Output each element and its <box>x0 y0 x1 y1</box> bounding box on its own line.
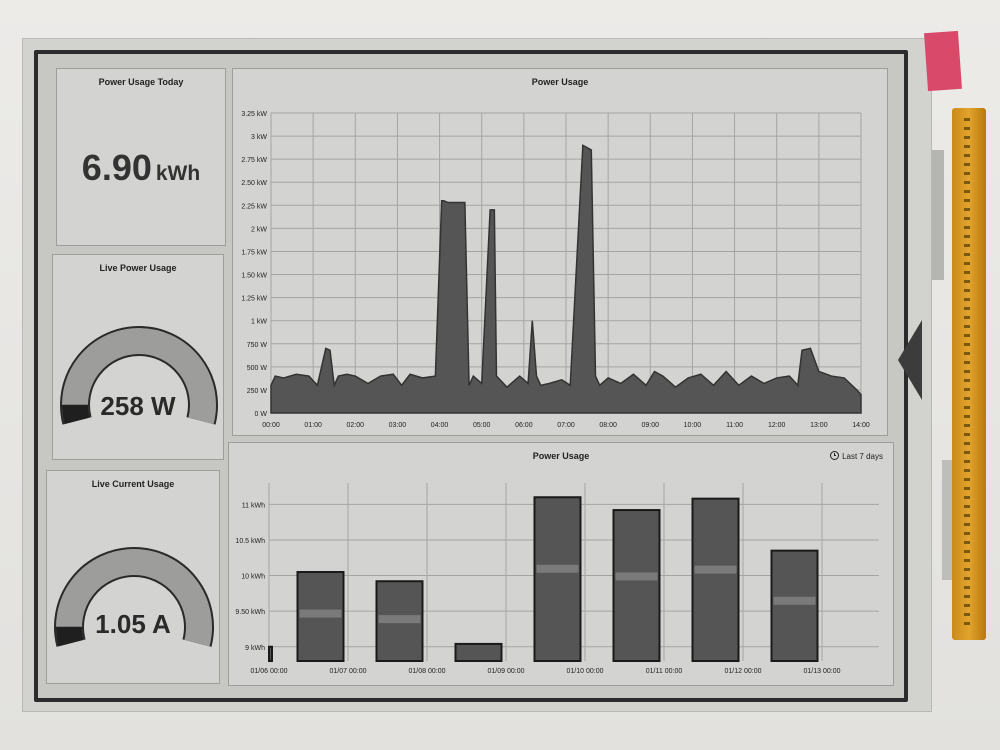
bar-highlight <box>378 615 421 624</box>
panel-title: Power Usage Today <box>98 77 184 87</box>
x-tick-label: 09:00 <box>642 422 660 429</box>
tape-marker <box>924 30 962 92</box>
x-tick-label: 13:00 <box>810 422 828 429</box>
y-tick-label: 750 W <box>247 342 268 349</box>
live-current-gauge <box>54 547 214 647</box>
x-tick-label: 12:00 <box>768 422 786 429</box>
panel-title: Live Power Usage <box>99 263 177 273</box>
y-tick-label: 2.50 kW <box>241 180 267 187</box>
bar-highlight <box>694 565 737 574</box>
power-usage-area-chart: 0 W 250 W 500 W 750 W 1 kW 1.25 kW 1.50 kW 1.75… <box>241 111 870 429</box>
today-number: 6.90 <box>81 147 152 188</box>
chart-title: Power Usage <box>531 77 589 87</box>
display-edge-shadow <box>898 320 922 400</box>
gauge-fill <box>62 404 90 425</box>
side-strip <box>932 150 944 280</box>
side-strip-lower <box>942 460 952 580</box>
flex-cable <box>952 108 986 640</box>
x-tick-label: 01/10 00:00 <box>567 668 604 675</box>
x-tick-label: 01/11 00:00 <box>646 668 683 675</box>
panel-power-usage-today: Power Usage Today 6.90 kWh <box>56 68 226 246</box>
bar <box>268 645 273 662</box>
x-tick-label: 00:00 <box>262 422 280 429</box>
time-range-label: Last 7 days <box>842 452 883 461</box>
gauge-fill <box>56 626 84 647</box>
y-tick-label: 1.50 kW <box>241 273 267 280</box>
y-tick-label: 0 W <box>255 411 268 418</box>
today-value: 6.90 kWh <box>57 147 225 189</box>
y-tick-label: 1 kW <box>251 319 267 326</box>
bar-highlight <box>615 572 658 581</box>
x-tick-label: 01:00 <box>304 422 322 429</box>
x-tick-label: 04:00 <box>431 422 449 429</box>
time-range-picker[interactable]: Last 7 days <box>830 451 883 461</box>
x-tick-label: 01/13 00:00 <box>804 668 841 675</box>
today-unit: kWh <box>155 162 201 185</box>
gauge-track <box>62 328 216 425</box>
panel-power-usage-bars: Power Usage Last 7 days 9 kWh 9.50 kWh 10 … <box>228 442 894 686</box>
y-tick-label: 1.25 kW <box>241 296 267 303</box>
bar <box>533 496 582 662</box>
bar-highlight <box>536 564 579 573</box>
panel-title: Live Current Usage <box>91 479 175 489</box>
y-tick-label: 10 kWh <box>241 574 265 581</box>
x-tick-label: 02:00 <box>347 422 365 429</box>
panel-power-usage-area: Power Usage 0 W 250 W 500 W 750 W 1 kW 1.25 k… <box>232 68 888 436</box>
bar <box>612 509 661 662</box>
y-tick-label: 3.25 kW <box>241 111 267 118</box>
power-usage-bar-chart: 9 kWh 9.50 kWh 10 kWh 10.5 kWh 11 kWh 01/06 0… <box>235 483 879 675</box>
bar <box>770 549 819 662</box>
x-tick-label: 11:00 <box>726 422 743 429</box>
gauge-track <box>56 549 212 647</box>
live-power-gauge <box>60 326 218 425</box>
y-tick-label: 9.50 kWh <box>235 609 265 616</box>
x-tick-label: 01/09 00:00 <box>488 668 525 675</box>
x-tick-label: 01/12 00:00 <box>725 668 762 675</box>
y-tick-label: 2.75 kW <box>241 157 267 164</box>
x-tick-label: 10:00 <box>684 422 702 429</box>
panel-live-power-usage: Live Power Usage 258 W <box>52 254 224 460</box>
x-tick-label: 01/06 00:00 <box>251 668 288 675</box>
live-power-value: 258 W <box>100 391 176 421</box>
y-tick-label: 9 kWh <box>245 645 265 652</box>
bar-highlight <box>299 609 342 618</box>
bar <box>454 642 503 663</box>
clock-icon <box>830 451 840 460</box>
panel-live-current-usage: Live Current Usage 1.05 A <box>46 470 220 684</box>
y-tick-label: 500 W <box>247 365 268 372</box>
y-tick-label: 1.75 kW <box>241 249 267 256</box>
x-tick-label: 08:00 <box>599 422 617 429</box>
y-tick-label: 10.5 kWh <box>235 538 265 545</box>
x-tick-label: 01/08 00:00 <box>409 668 446 675</box>
bar-highlight <box>773 596 816 605</box>
x-tick-label: 06:00 <box>515 422 533 429</box>
chart-title: Power Usage <box>532 451 590 461</box>
live-current-value: 1.05 A <box>95 609 171 639</box>
x-tick-label: 01/07 00:00 <box>330 668 367 675</box>
bar <box>691 497 740 662</box>
y-tick-label: 250 W <box>247 388 268 395</box>
y-tick-label: 11 kWh <box>242 502 265 509</box>
x-tick-label: 03:00 <box>389 422 407 429</box>
x-tick-label: 14:00 <box>852 422 870 429</box>
y-tick-label: 3 kW <box>251 134 267 141</box>
y-tick-label: 2 kW <box>251 226 267 233</box>
y-tick-label: 2.25 kW <box>241 203 267 210</box>
x-tick-label: 05:00 <box>473 422 491 429</box>
x-tick-label: 07:00 <box>557 422 575 429</box>
series-area <box>270 144 862 414</box>
